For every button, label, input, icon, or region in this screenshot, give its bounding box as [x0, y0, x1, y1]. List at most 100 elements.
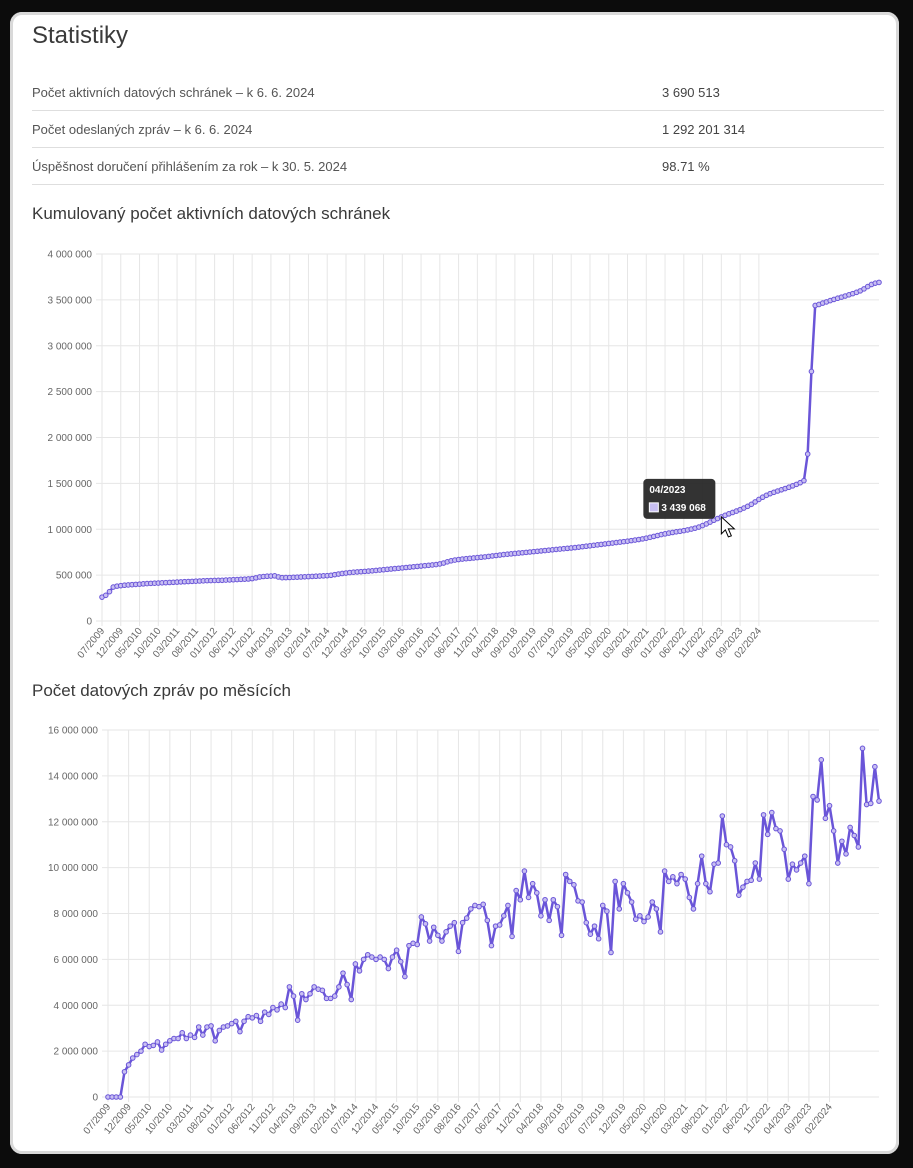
messages-data-point[interactable]	[814, 797, 820, 803]
messages-data-point[interactable]	[261, 1009, 268, 1015]
messages-data-point[interactable]	[785, 876, 792, 882]
messages-data-point[interactable]	[414, 941, 421, 948]
messages-data-point[interactable]	[257, 1018, 264, 1025]
messages-data-point[interactable]	[674, 880, 680, 887]
messages-data-point[interactable]	[501, 912, 507, 919]
messages-data-point[interactable]	[505, 902, 511, 909]
messages-data-point[interactable]	[480, 901, 486, 908]
messages-data-point[interactable]	[484, 917, 491, 924]
messages-data-point[interactable]	[307, 990, 313, 997]
messages-data-point[interactable]	[777, 828, 783, 834]
messages-data-point[interactable]	[336, 984, 342, 990]
messages-data-point[interactable]	[558, 932, 565, 939]
messages-data-point[interactable]	[298, 990, 305, 997]
messages-data-point[interactable]	[612, 878, 618, 885]
cumulative-mailboxes-chart[interactable]: 0 500 000 1 000 000 1 500 000 2 000 000 2 500…	[10, 234, 899, 679]
messages-data-point[interactable]	[616, 906, 623, 912]
messages-data-point[interactable]	[533, 890, 540, 896]
messages-data-point[interactable]	[179, 1029, 186, 1036]
messages-data-point[interactable]	[455, 948, 462, 955]
messages-data-point[interactable]	[538, 912, 544, 919]
messages-data-point[interactable]	[748, 877, 754, 884]
messages-data-point[interactable]	[719, 813, 726, 819]
messages-data-point[interactable]	[727, 844, 734, 850]
messages-data-point[interactable]	[566, 878, 573, 885]
messages-data-point[interactable]	[690, 906, 697, 912]
messages-data-point[interactable]	[686, 894, 693, 901]
messages-data-point[interactable]	[562, 871, 569, 878]
messages-data-point[interactable]	[167, 1038, 173, 1044]
messages-data-point[interactable]	[356, 968, 363, 974]
messages-data-point[interactable]	[191, 1034, 198, 1041]
messages-data-point[interactable]	[369, 954, 375, 960]
messages-data-point[interactable]	[818, 757, 825, 763]
messages-data-point[interactable]	[121, 1068, 128, 1075]
messages-data-point[interactable]	[406, 942, 412, 949]
messages-data-point[interactable]	[637, 912, 643, 919]
messages-data-point[interactable]	[327, 995, 334, 1002]
messages-data-point[interactable]	[397, 958, 404, 965]
messages-data-point[interactable]	[377, 954, 383, 960]
messages-data-point[interactable]	[632, 916, 639, 923]
messages-data-point[interactable]	[731, 857, 738, 864]
messages-data-point[interactable]	[517, 896, 524, 903]
messages-data-point[interactable]	[134, 1051, 140, 1058]
messages-data-point[interactable]	[402, 973, 408, 980]
messages-data-point[interactable]	[587, 931, 594, 937]
messages-data-point[interactable]	[855, 844, 862, 850]
messages-data-point[interactable]	[653, 906, 660, 912]
messages-data-point[interactable]	[620, 880, 627, 887]
messages-data-point[interactable]	[793, 867, 800, 873]
messages-data-point[interactable]	[249, 1015, 256, 1021]
messages-data-point[interactable]	[670, 874, 676, 880]
messages-data-point[interactable]	[769, 809, 775, 816]
messages-data-point[interactable]	[781, 846, 787, 853]
messages-data-point[interactable]	[509, 933, 515, 940]
messages-data-point[interactable]	[468, 906, 474, 912]
messages-data-point[interactable]	[571, 882, 577, 888]
messages-data-point[interactable]	[715, 860, 722, 866]
messages-data-point[interactable]	[117, 1094, 124, 1100]
messages-data-point[interactable]	[694, 880, 701, 887]
messages-data-point[interactable]	[422, 921, 429, 927]
messages-data-point[interactable]	[476, 903, 482, 910]
messages-data-point[interactable]	[876, 798, 882, 804]
messages-data-point[interactable]	[331, 993, 338, 999]
messages-data-point[interactable]	[385, 965, 392, 972]
messages-data-point[interactable]	[723, 841, 730, 848]
messages-data-point[interactable]	[290, 993, 297, 999]
messages-data-point[interactable]	[624, 890, 631, 896]
messages-data-point[interactable]	[142, 1041, 148, 1048]
messages-data-point[interactable]	[373, 956, 379, 963]
messages-data-point[interactable]	[381, 956, 388, 963]
messages-data-point[interactable]	[253, 1012, 260, 1019]
messages-data-point[interactable]	[443, 929, 449, 935]
messages-data-point[interactable]	[608, 949, 614, 956]
messages-data-point[interactable]	[200, 1032, 206, 1038]
mailboxes-data-point[interactable]	[804, 451, 811, 457]
messages-data-point[interactable]	[810, 793, 816, 800]
messages-data-point[interactable]	[521, 868, 528, 874]
messages-data-point[interactable]	[311, 984, 317, 990]
messages-data-point[interactable]	[604, 908, 610, 915]
messages-data-point[interactable]	[270, 1004, 276, 1011]
messages-data-point[interactable]	[463, 915, 470, 921]
messages-data-point[interactable]	[129, 1055, 136, 1061]
messages-data-point[interactable]	[661, 868, 668, 874]
messages-data-point[interactable]	[764, 831, 771, 838]
messages-data-point[interactable]	[843, 851, 849, 857]
messages-data-point[interactable]	[488, 942, 495, 949]
messages-data-point[interactable]	[752, 860, 759, 866]
messages-data-point[interactable]	[645, 914, 651, 920]
messages-data-point[interactable]	[649, 899, 656, 905]
messages-data-point[interactable]	[233, 1018, 239, 1025]
messages-data-point[interactable]	[678, 871, 684, 878]
messages-data-point[interactable]	[740, 884, 746, 890]
messages-data-point[interactable]	[447, 923, 454, 929]
messages-data-point[interactable]	[459, 919, 466, 926]
messages-data-point[interactable]	[175, 1035, 181, 1042]
messages-data-point[interactable]	[789, 861, 796, 867]
messages-data-point[interactable]	[274, 1007, 280, 1013]
messages-data-point[interactable]	[228, 1020, 235, 1027]
messages-data-point[interactable]	[154, 1039, 161, 1045]
